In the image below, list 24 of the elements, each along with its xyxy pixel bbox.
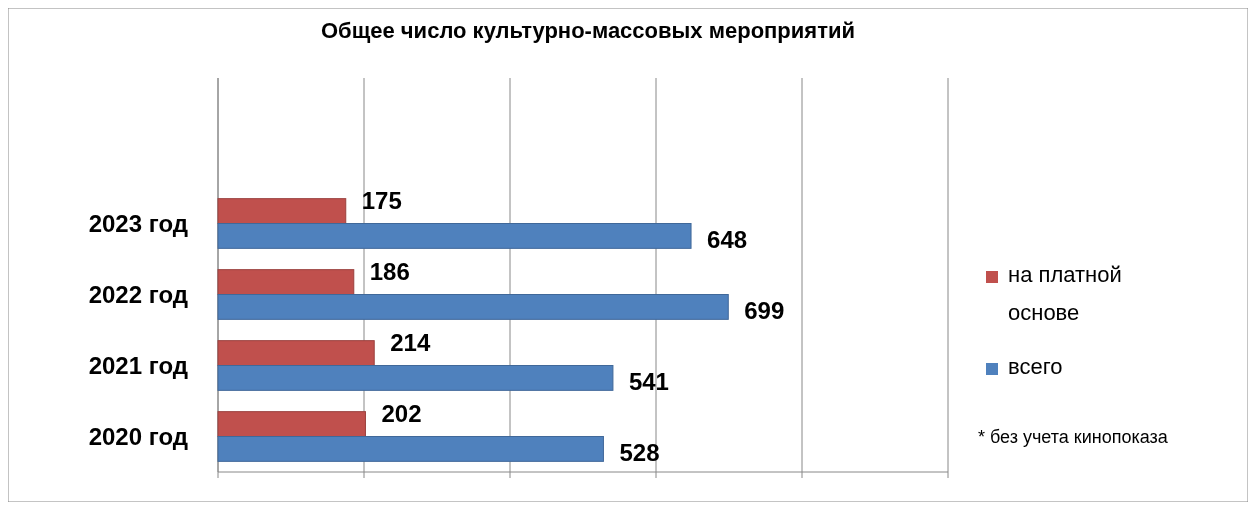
bar <box>217 411 366 437</box>
y-tick-label: 2022 год <box>88 280 188 308</box>
bar <box>217 198 347 224</box>
data-label: 528 <box>619 438 660 466</box>
data-label: 699 <box>744 296 785 324</box>
text: * без учета кинопоказа <box>978 427 1169 447</box>
y-tick-label: 2023 год <box>88 209 188 237</box>
data-label: 202 <box>381 400 422 428</box>
legend-label: на платной основе <box>1008 262 1122 325</box>
bar <box>217 436 604 462</box>
bar <box>217 294 729 320</box>
bar <box>217 223 692 249</box>
data-label: 186 <box>369 258 410 286</box>
data-label: 541 <box>628 367 669 395</box>
y-tick-label: 2021 год <box>88 351 188 379</box>
bar <box>217 340 375 366</box>
data-label: 175 <box>361 187 402 215</box>
bar <box>217 269 355 295</box>
legend-label: всего <box>1008 354 1063 379</box>
chart-title: Общее число культурно-массовых мероприятий <box>321 18 855 43</box>
y-tick-label: 2020 год <box>88 422 188 450</box>
bar <box>217 365 614 391</box>
data-label: 648 <box>707 225 748 253</box>
data-label: 214 <box>390 329 431 357</box>
